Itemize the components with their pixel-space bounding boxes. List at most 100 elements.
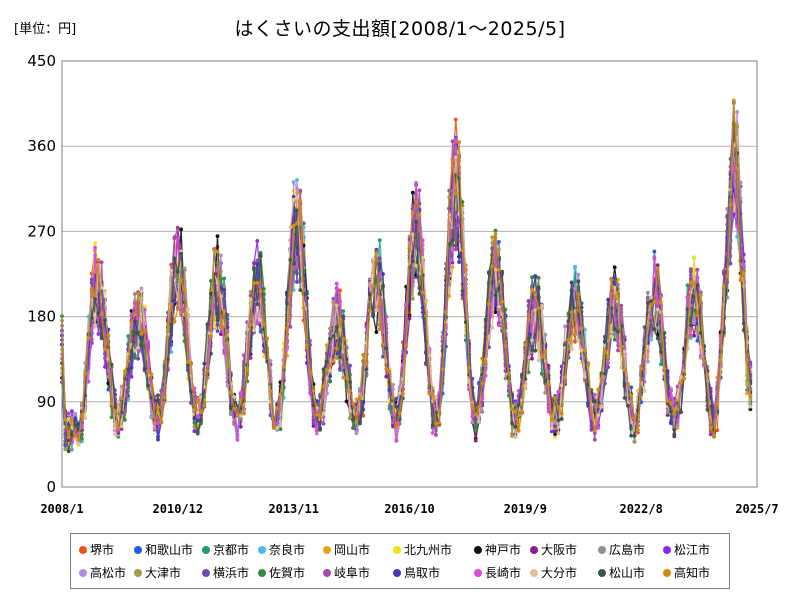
data-point <box>89 326 94 331</box>
data-point <box>672 410 677 415</box>
data-point <box>566 319 571 324</box>
data-point <box>559 383 564 388</box>
data-point <box>589 423 594 428</box>
data-point <box>278 427 283 432</box>
data-point <box>228 406 233 411</box>
data-point <box>453 191 458 196</box>
data-point <box>397 421 402 426</box>
data-point <box>93 324 97 329</box>
data-point <box>361 407 366 412</box>
data-point <box>162 395 167 400</box>
data-point <box>93 297 97 302</box>
data-point <box>503 364 508 368</box>
data-point <box>450 158 455 163</box>
data-point <box>483 317 488 322</box>
legend-label: 横浜市 <box>213 566 250 580</box>
chart-plot: 0 90 180 270 360 450 2008/1 2010/12 2013/11 2016… <box>27 52 778 516</box>
data-point <box>589 410 594 414</box>
data-point <box>420 290 425 295</box>
data-point <box>113 432 117 437</box>
data-point <box>467 366 471 370</box>
data-point <box>387 369 392 374</box>
data-point <box>665 399 670 403</box>
data-point <box>255 321 260 326</box>
data-point <box>540 355 544 360</box>
data-point <box>291 180 296 185</box>
data-point <box>83 416 88 420</box>
data-point <box>169 350 174 354</box>
data-point <box>665 410 670 415</box>
data-point <box>215 329 220 333</box>
data-point <box>169 322 174 327</box>
data-point <box>414 219 418 224</box>
data-point <box>295 186 299 191</box>
data-point <box>248 322 253 327</box>
data-point <box>510 421 514 426</box>
data-point <box>73 423 78 428</box>
data-point <box>132 356 137 360</box>
data-point <box>258 318 263 322</box>
data-point <box>371 311 375 315</box>
data-point <box>566 338 571 342</box>
data-point <box>500 269 505 274</box>
data-point <box>328 379 332 384</box>
data-point <box>490 325 495 330</box>
legend-label: 和歌山市 <box>145 543 194 557</box>
data-point <box>189 401 194 405</box>
data-point <box>129 313 134 318</box>
data-point <box>156 437 160 442</box>
legend-marker <box>393 568 401 577</box>
data-point <box>348 389 352 393</box>
legend-item: 大阪市 <box>530 543 577 557</box>
data-point <box>692 333 696 338</box>
data-point <box>642 389 647 393</box>
data-point <box>391 395 395 400</box>
data-point <box>453 117 458 122</box>
data-point <box>632 416 637 420</box>
data-point <box>189 362 194 366</box>
data-point <box>497 240 501 244</box>
data-point <box>520 372 524 377</box>
legend-marker <box>530 545 538 554</box>
data-point <box>66 417 71 421</box>
data-point <box>497 286 501 291</box>
data-point <box>506 371 511 376</box>
data-point <box>377 302 382 306</box>
data-point <box>652 300 657 304</box>
data-point <box>636 388 640 393</box>
data-point <box>490 264 495 269</box>
data-point <box>136 291 141 296</box>
data-point <box>410 232 415 237</box>
data-point <box>576 292 581 297</box>
data-point <box>513 435 518 439</box>
data-point <box>573 332 577 337</box>
data-point <box>156 393 160 398</box>
data-point <box>616 290 620 294</box>
data-point <box>407 245 412 249</box>
data-point <box>569 347 574 351</box>
data-point <box>702 359 706 363</box>
data-point <box>83 393 88 398</box>
x-tick-label: 2016/10 <box>384 502 435 516</box>
data-point <box>377 262 382 267</box>
data-point <box>602 348 607 353</box>
data-point <box>397 411 402 416</box>
data-point <box>553 432 557 436</box>
data-point <box>384 346 389 351</box>
data-point <box>576 279 581 284</box>
data-point <box>487 302 491 306</box>
data-point <box>238 414 243 418</box>
legend-marker <box>258 545 266 554</box>
data-point <box>649 315 653 320</box>
data-point <box>576 312 581 317</box>
data-point <box>579 348 584 352</box>
data-point <box>526 317 531 322</box>
data-point <box>169 302 174 307</box>
data-point <box>698 293 703 298</box>
data-point <box>695 338 700 343</box>
data-point <box>334 356 339 360</box>
data-point <box>212 324 217 329</box>
data-point <box>424 313 428 318</box>
data-point <box>136 356 141 361</box>
data-point <box>248 356 253 360</box>
